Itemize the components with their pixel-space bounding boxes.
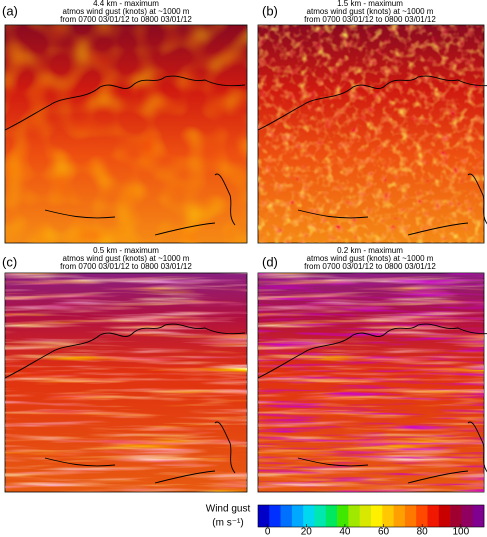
- map: [4, 24, 248, 244]
- colorbar-swatch: [461, 505, 473, 527]
- panel-d: 0.2 km - maximum atmos wind gust (knots)…: [257, 246, 487, 493]
- panel-title: 0.2 km - maximum: [337, 246, 403, 255]
- panel-label: (a): [2, 3, 18, 18]
- colorbar-frame: [257, 504, 485, 528]
- colorbar-tick-label: 20: [301, 527, 313, 537]
- colorbar-swatch: [359, 505, 372, 527]
- colorbar-swatch: [269, 505, 281, 527]
- panel-title: from 0700 03/01/12 to 0800 03/01/12: [60, 15, 192, 24]
- map: [4, 272, 248, 493]
- panel-label: (b): [262, 3, 278, 18]
- colorbar-swatch: [325, 505, 338, 527]
- panel-title: from 0700 03/01/12 to 0800 03/01/12: [304, 262, 436, 271]
- panel-title: 4.4 km - maximum: [93, 0, 159, 8]
- panel-title: atmos wind gust (knots) at ~1000 m: [307, 254, 434, 263]
- map: [257, 24, 487, 244]
- colorbar-units: (m s⁻¹): [212, 518, 243, 529]
- colorbar-swatch: [258, 505, 270, 527]
- colorbar-swatch: [382, 505, 394, 527]
- colorbar-swatch: [280, 505, 293, 527]
- colorbar: Wind gust (m s⁻¹) 0 20 40 60 80 100: [206, 504, 485, 537]
- colorbar-swatch: [371, 505, 383, 527]
- colorbar-swatch: [404, 505, 417, 527]
- panel-label: (c): [2, 254, 17, 269]
- panel-title: from 0700 03/01/12 to 0800 03/01/12: [60, 262, 192, 271]
- colorbar-swatch: [314, 505, 327, 527]
- colorbar-swatch: [427, 505, 440, 527]
- panel-title: atmos wind gust (knots) at ~1000 m: [307, 7, 434, 16]
- panel-title: 1.5 km - maximum: [337, 0, 403, 8]
- colorbar-swatch: [337, 505, 349, 527]
- colorbar-swatch: [303, 505, 315, 527]
- colorbar-tick-label: 100: [452, 527, 469, 537]
- panel-title: atmos wind gust (knots) at ~1000 m: [63, 7, 190, 16]
- colorbar-swatch: [291, 505, 304, 527]
- panel-b: 1.5 km - maximum atmos wind gust (knots)…: [257, 0, 487, 244]
- panel-a: 4.4 km - maximum atmos wind gust (knots)…: [2, 0, 248, 244]
- panel-title: 0.5 km - maximum: [93, 246, 159, 255]
- map: [257, 272, 487, 493]
- panel-label: (d): [262, 254, 278, 269]
- colorbar-swatch: [438, 505, 451, 527]
- panel-title: from 0700 03/01/12 to 0800 03/01/12: [304, 15, 436, 24]
- panel-c: 0.5 km - maximum atmos wind gust (knots)…: [2, 246, 248, 493]
- colorbar-swatch: [393, 505, 406, 527]
- colorbar-tick-label: 80: [417, 527, 429, 537]
- colorbar-tick-label: 60: [378, 527, 390, 537]
- colorbar-swatch: [348, 505, 360, 527]
- colorbar-swatch: [450, 505, 462, 527]
- colorbar-swatch: [472, 505, 485, 527]
- colorbar-swatch: [416, 505, 428, 527]
- colorbar-tick-label: 0: [265, 527, 271, 537]
- colorbar-title: Wind gust: [206, 504, 251, 515]
- panel-title: atmos wind gust (knots) at ~1000 m: [63, 254, 190, 263]
- colorbar-tick-label: 40: [339, 527, 351, 537]
